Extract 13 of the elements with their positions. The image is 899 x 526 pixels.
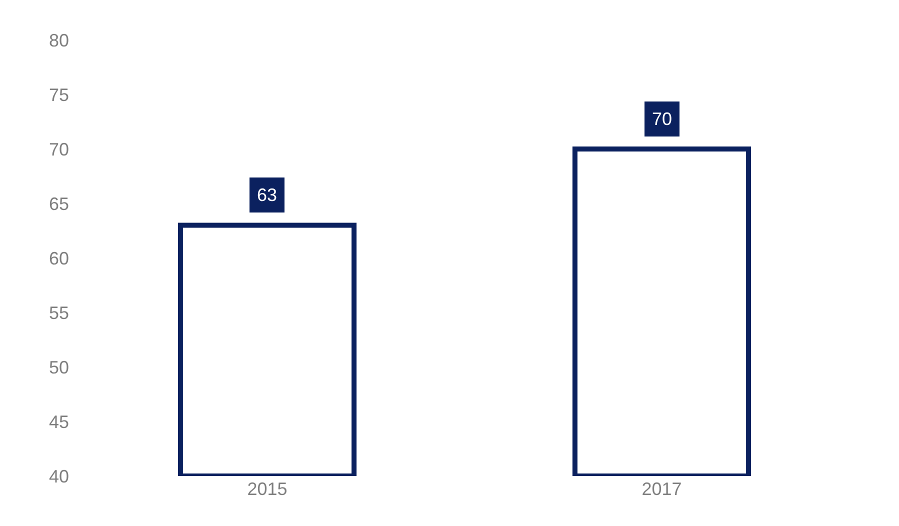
x-tick-label: 2015 <box>247 479 288 499</box>
y-tick-label: 60 <box>48 248 69 268</box>
y-tick-label: 80 <box>48 30 69 50</box>
y-tick-label: 55 <box>48 302 69 323</box>
y-tick-label: 45 <box>48 412 69 432</box>
y-tick-label: 50 <box>48 357 69 378</box>
y-tick-label: 65 <box>48 194 69 214</box>
y-tick-label: 40 <box>48 466 69 486</box>
data-label: 70 <box>652 109 672 129</box>
data-label: 63 <box>257 185 278 205</box>
x-tick-label: 2017 <box>642 479 682 499</box>
y-tick-label: 70 <box>48 139 69 160</box>
y-tick-label: 75 <box>48 84 69 105</box>
